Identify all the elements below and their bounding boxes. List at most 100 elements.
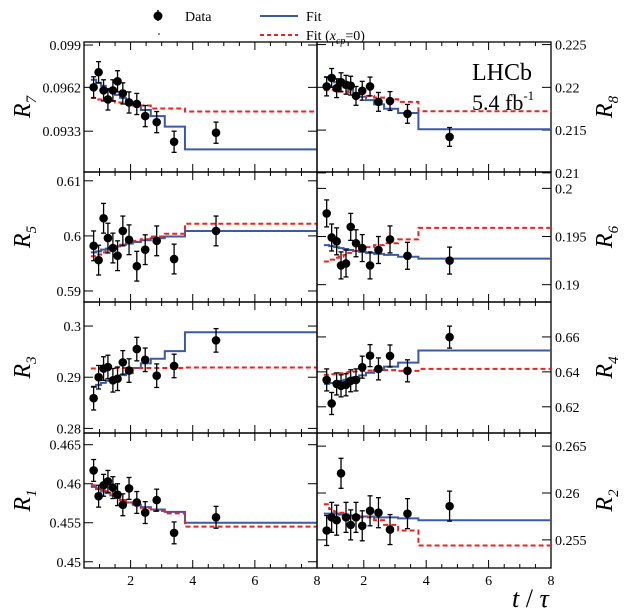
fit-line (90, 331, 317, 388)
data-point (374, 245, 383, 255)
panel-frame (83, 171, 318, 303)
panel-R1: 2 4 6 8 0.45 0.455 0.46 0.465 R1 (10, 432, 321, 589)
panel-R6: 0.19 0.195 0.2 R6 (316, 171, 622, 303)
y-axis-label-sub: 1 (24, 489, 40, 497)
data-point (357, 243, 367, 253)
data-point (118, 500, 128, 510)
data-point (322, 209, 331, 218)
y-tick-label: 0.19 (555, 279, 580, 294)
y-axis-label-sub: 6 (606, 225, 622, 233)
data-point (99, 86, 108, 95)
data-point (211, 512, 221, 522)
data-point (89, 241, 98, 251)
x-tick-label: 8 (314, 574, 321, 589)
y-tick-label: 0.61 (57, 175, 82, 190)
data-point (357, 86, 367, 96)
panel-frame (316, 301, 552, 434)
fit-xcp0-line (90, 484, 317, 528)
fit-xcp0-line (90, 366, 317, 370)
y-axis-label: R6 (592, 225, 622, 249)
y-axis-label-sub: 8 (606, 95, 622, 103)
data-point (132, 498, 142, 507)
data-point (336, 469, 346, 478)
y-axis-label-main: R (10, 103, 36, 119)
legend-fit-label: Fit (306, 10, 322, 25)
panel-R3: 0.28 0.29 0.3 R3 (10, 301, 318, 437)
data-point (124, 484, 134, 493)
data-point (445, 132, 454, 142)
data-point (445, 501, 454, 511)
x-tick-label: 4 (423, 574, 430, 589)
y-axis-label: R4 (592, 356, 622, 380)
y-axis-label-sub: 2 (606, 489, 622, 497)
data-point (99, 213, 108, 223)
data-point (211, 336, 221, 345)
legend-data-marker (153, 11, 163, 21)
data-point (374, 508, 383, 517)
data-point (89, 83, 98, 92)
data-point (332, 83, 341, 93)
data-point (365, 261, 375, 270)
data-point (152, 371, 161, 380)
y-tick-label: 0.21 (555, 167, 580, 182)
data-point (113, 374, 122, 384)
data-point (140, 508, 150, 517)
data-point (140, 111, 150, 121)
y-tick-label: 0.3 (64, 320, 82, 335)
data-point (403, 366, 412, 376)
y-tick-label: 0.265 (555, 440, 587, 455)
y-tick-label: 0.29 (57, 371, 82, 386)
data-point (108, 483, 118, 492)
x-axis-label: t / τ (512, 584, 550, 613)
panel-frame (316, 171, 552, 303)
data-point (357, 521, 367, 531)
data-point (152, 495, 161, 505)
y-axis-label: R3 (10, 356, 40, 379)
panel-R7: 0.0933 0.0962 0.099 R7 (10, 39, 318, 173)
panel-frame (83, 432, 318, 569)
y-axis-label-sub: 5 (24, 225, 40, 233)
data-point (385, 351, 395, 361)
x-tick-label: 6 (251, 574, 258, 589)
data-point (332, 237, 341, 246)
data-point (140, 245, 150, 254)
y-tick-label: 0.45 (57, 556, 82, 571)
panel-R4: 0.62 0.64 0.66 R4 (316, 301, 622, 434)
x-tick-label: 4 (189, 574, 196, 589)
data-point (103, 477, 113, 486)
data-point (113, 77, 122, 86)
data-point (341, 259, 351, 268)
y-tick-label: 0.64 (555, 366, 580, 381)
data-point (403, 509, 412, 518)
y-tick-label: 0.0933 (43, 125, 82, 140)
data-point (374, 97, 383, 107)
data-point (365, 351, 375, 360)
data-point (211, 226, 221, 236)
data-point (103, 95, 113, 104)
y-tick-label: 0.22 (555, 81, 580, 96)
data-point (445, 256, 454, 265)
data-point (322, 82, 331, 91)
data-point (132, 261, 142, 271)
data-point (351, 513, 361, 522)
y-tick-label: 0.28 (57, 422, 82, 437)
x-tick-label: 2 (360, 574, 367, 589)
data-point (113, 251, 122, 261)
panel-frame (83, 41, 318, 173)
data-point (351, 238, 361, 248)
y-axis-label: R5 (10, 225, 40, 249)
data-point (351, 375, 361, 385)
data-point (211, 128, 221, 137)
y-tick-label: 0.215 (555, 124, 587, 139)
y-axis-label-sub: 4 (606, 356, 622, 364)
y-tick-label: 0.099 (50, 39, 82, 54)
y-tick-label: 0.225 (555, 39, 587, 54)
data-point (403, 109, 412, 119)
data-point (118, 89, 128, 98)
y-tick-label: 0.59 (57, 285, 82, 300)
y-axis-label-main: R (592, 233, 618, 249)
y-axis-label-main: R (10, 497, 36, 513)
legend-data-label: Data (185, 10, 212, 25)
data-point (103, 233, 113, 243)
